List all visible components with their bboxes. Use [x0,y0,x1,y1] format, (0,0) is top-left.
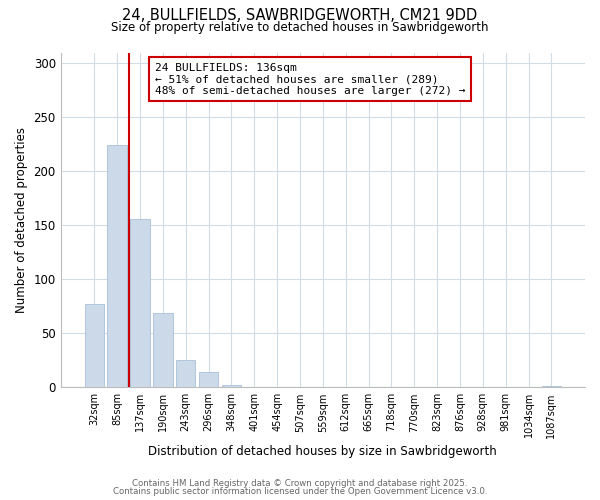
Text: Contains public sector information licensed under the Open Government Licence v3: Contains public sector information licen… [113,487,487,496]
Bar [542,386,561,388]
Text: 24 BULLFIELDS: 136sqm
← 51% of detached houses are smaller (289)
48% of semi-det: 24 BULLFIELDS: 136sqm ← 51% of detached … [155,62,466,96]
Text: Contains HM Land Registry data © Crown copyright and database right 2025.: Contains HM Land Registry data © Crown c… [132,478,468,488]
X-axis label: Distribution of detached houses by size in Sawbridgeworth: Distribution of detached houses by size … [148,444,497,458]
Bar [176,360,196,388]
Bar [153,313,173,388]
Y-axis label: Number of detached properties: Number of detached properties [15,127,28,313]
Bar [199,372,218,388]
Bar [85,304,104,388]
Bar [107,146,127,388]
Bar [221,385,241,388]
Text: 24, BULLFIELDS, SAWBRIDGEWORTH, CM21 9DD: 24, BULLFIELDS, SAWBRIDGEWORTH, CM21 9DD [122,8,478,22]
Text: Size of property relative to detached houses in Sawbridgeworth: Size of property relative to detached ho… [111,21,489,34]
Bar [130,219,149,388]
